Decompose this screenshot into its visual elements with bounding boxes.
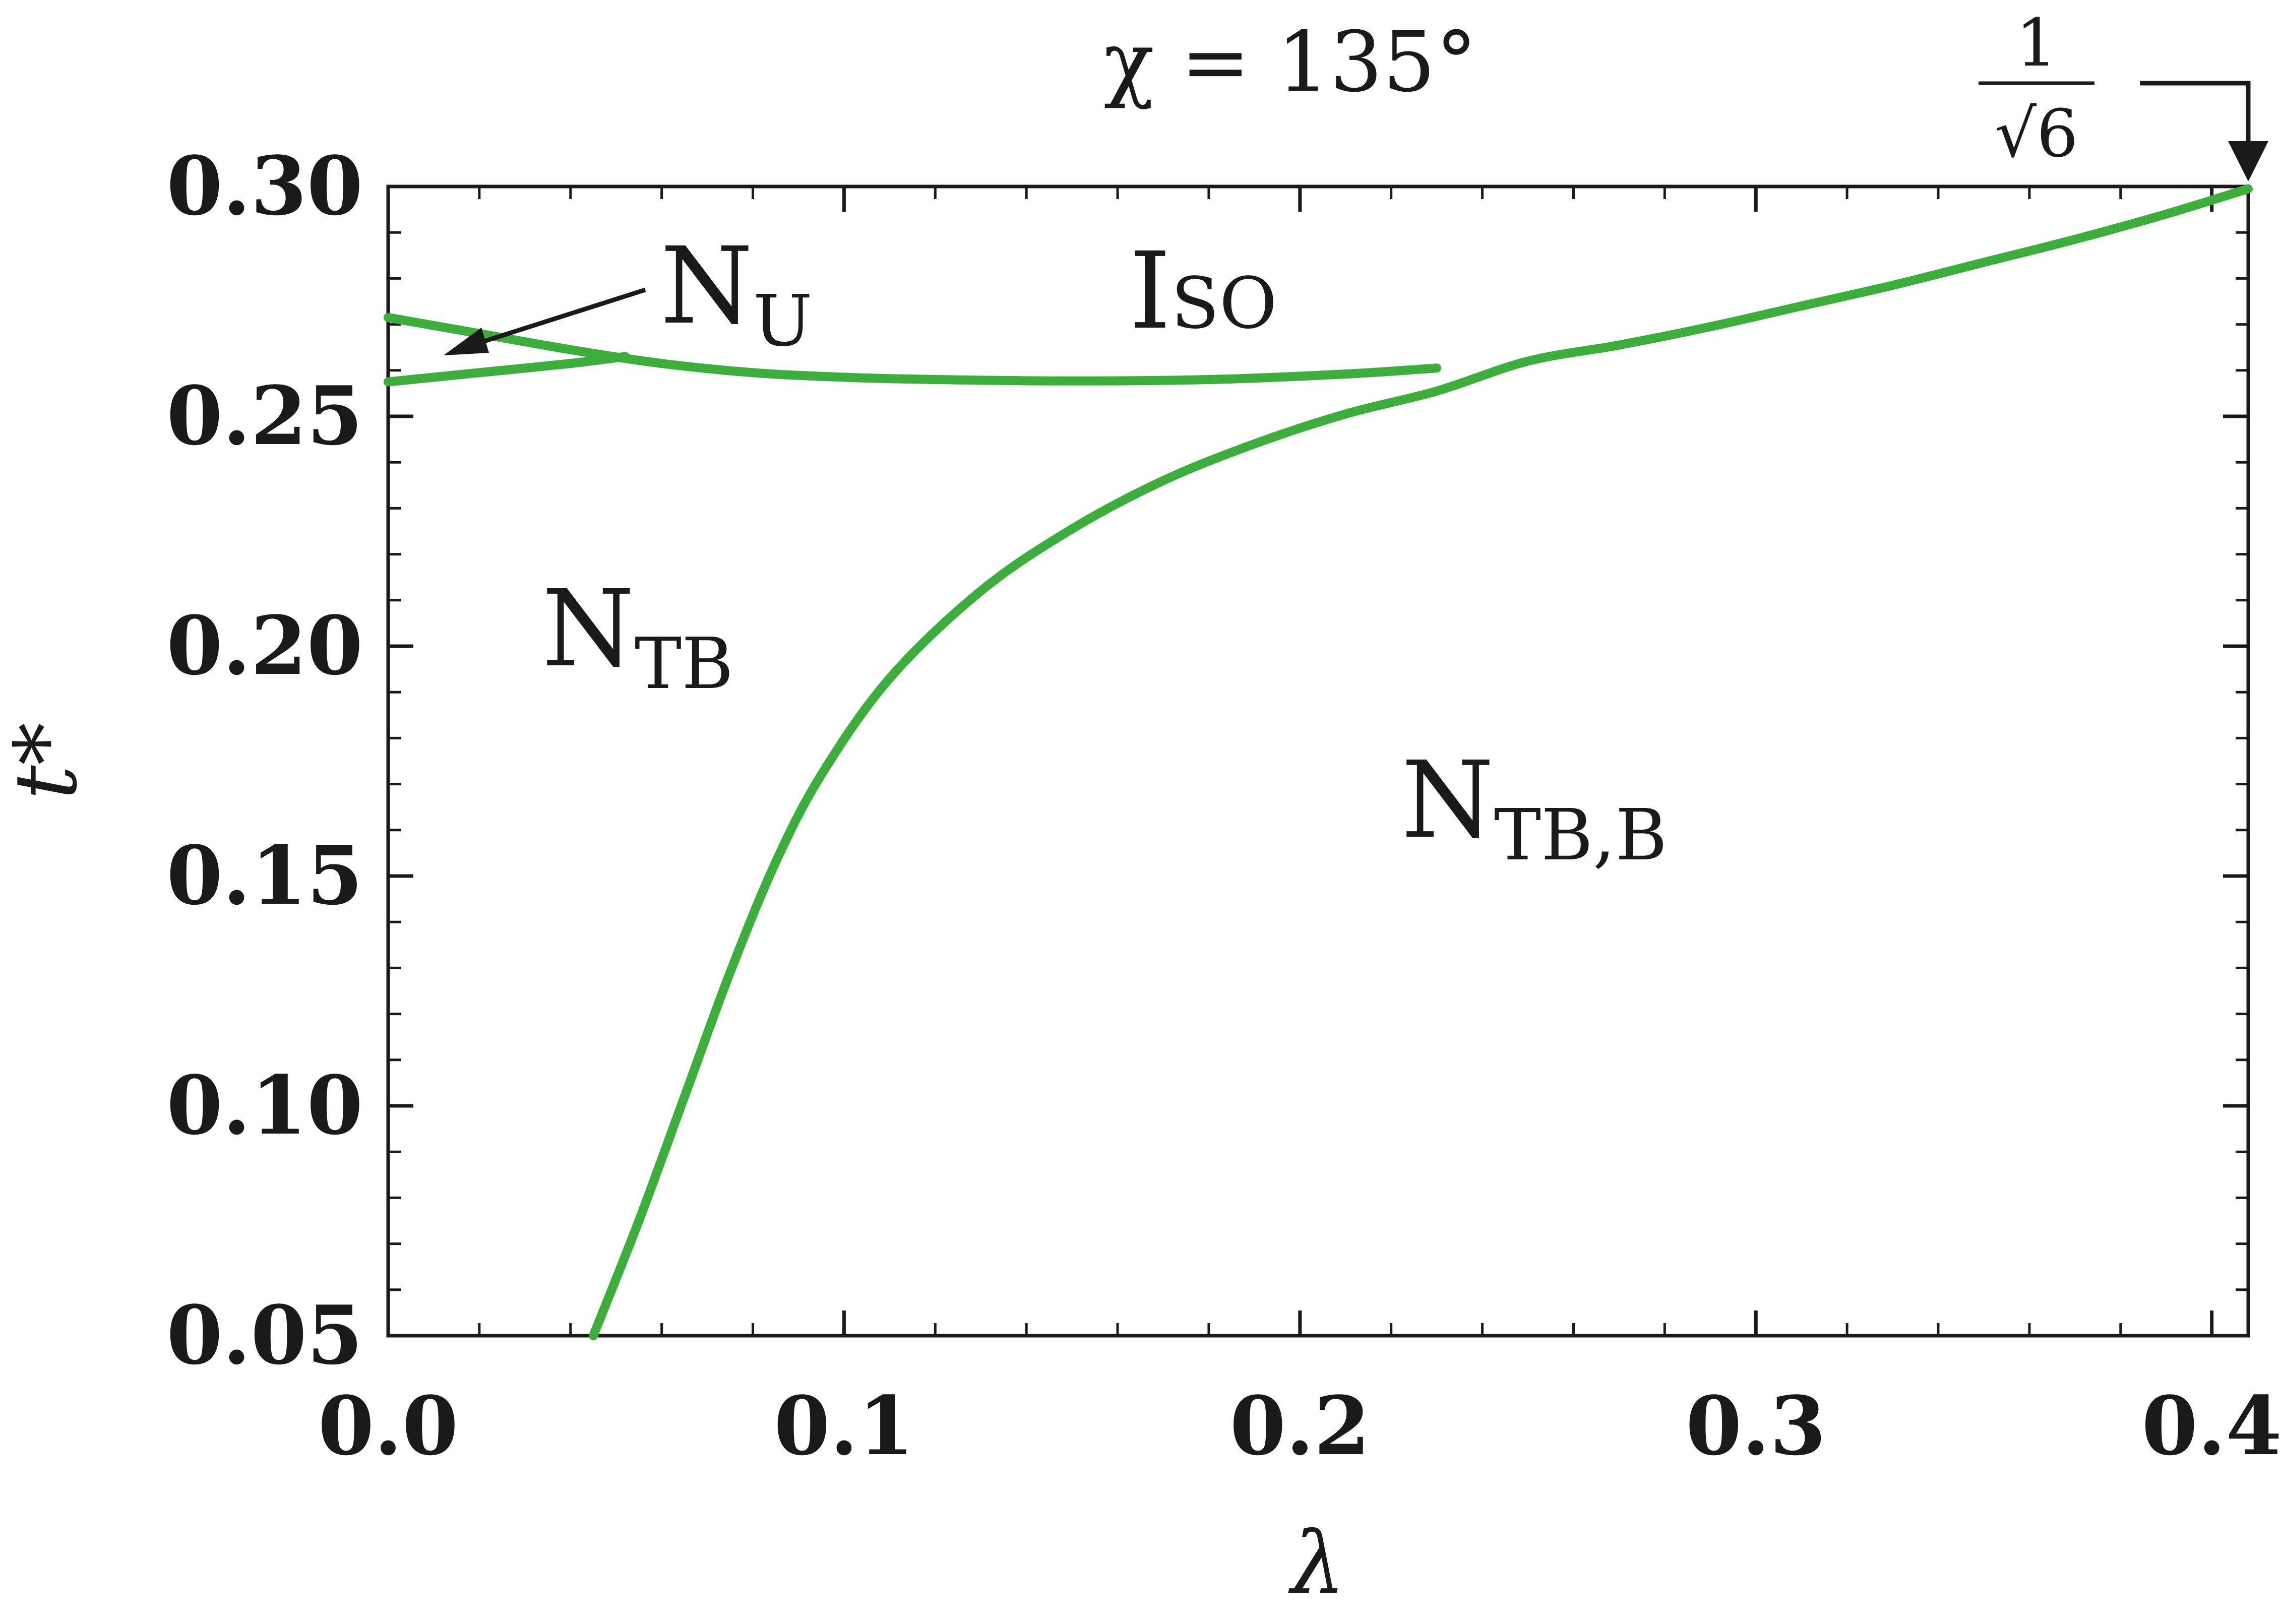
x-axis-title: λ — [1288, 1514, 1345, 1613]
limit-marker-arrow — [2140, 81, 2251, 146]
phase-boundary-curves — [384, 184, 2253, 1340]
chart-title: χ = 135° — [1104, 14, 1477, 110]
region-label-iso: ISO — [1129, 229, 1277, 353]
plot-frame — [386, 184, 2250, 1338]
region-label-ntb-b: NTB,B — [1401, 738, 1667, 877]
y-tick-label: 0.25 — [166, 368, 363, 463]
y-tick-label: 0.30 — [166, 139, 363, 233]
nu-pointer-arrow — [463, 287, 646, 350]
region-label-nu: NU — [660, 224, 813, 362]
x-tick-label: 0.4 — [2141, 1379, 2280, 1473]
x-tick-label: 0.0 — [318, 1379, 458, 1473]
y-tick-label: 0.15 — [166, 828, 363, 923]
phase-boundary-line-2 — [384, 352, 630, 387]
nu-pointer-arrowhead — [444, 328, 489, 355]
region-label-ntb: NTB — [542, 567, 733, 705]
y-axis-ticks: 0.05 0.10 0.15 0.20 0.25 0.30 — [166, 139, 2248, 1383]
limit-marker-arrowhead — [2228, 141, 2268, 181]
y-axis-title: t* — [0, 722, 96, 799]
y-tick-label: 0.20 — [166, 598, 363, 693]
minor-ticks — [387, 185, 2248, 1337]
phase-boundary-line-1 — [384, 313, 1442, 386]
x-tick-label: 0.3 — [1686, 1379, 1826, 1473]
phase-boundary-line-3 — [588, 184, 2253, 1340]
x-tick-label: 0.1 — [774, 1379, 914, 1473]
fraction-denominator: √6 — [1995, 95, 2078, 172]
x-axis-ticks: 0.0 0.1 0.2 0.3 0.4 — [318, 186, 2280, 1473]
y-tick-label: 0.10 — [166, 1058, 363, 1153]
x-tick-label: 0.2 — [1230, 1379, 1370, 1473]
fraction-numerator: 1 — [2016, 5, 2058, 81]
y-tick-label: 0.05 — [166, 1288, 363, 1383]
